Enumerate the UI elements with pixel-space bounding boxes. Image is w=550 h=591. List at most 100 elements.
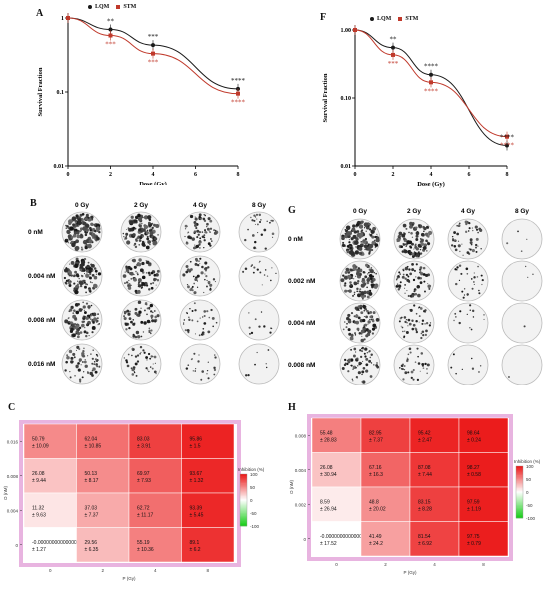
colony xyxy=(194,333,196,335)
colony xyxy=(137,314,140,317)
colony xyxy=(362,366,366,370)
colony xyxy=(479,365,482,367)
colorbar-segment xyxy=(516,466,523,468)
colony xyxy=(420,336,423,340)
colony xyxy=(275,272,277,275)
heatmap-cell xyxy=(458,417,509,453)
colorbar-tick-label: 50 xyxy=(250,485,256,490)
colony xyxy=(352,234,357,239)
y-tick-label: 0.1 xyxy=(57,90,65,96)
heatmap-cell xyxy=(311,521,362,557)
colony xyxy=(84,242,86,244)
colony xyxy=(213,373,216,376)
colony xyxy=(250,265,253,267)
colony xyxy=(198,231,202,234)
colorbar-segment xyxy=(516,486,523,489)
data-point-stm xyxy=(151,51,155,56)
colony xyxy=(75,284,80,289)
colony xyxy=(415,234,419,238)
colony xyxy=(85,213,89,217)
colony xyxy=(80,364,82,366)
colony xyxy=(74,263,79,269)
colony xyxy=(93,284,98,289)
colony xyxy=(404,266,409,271)
colorbar-segment xyxy=(240,506,247,509)
culture-dish xyxy=(501,344,543,385)
colony xyxy=(428,230,433,235)
colony xyxy=(360,329,365,334)
cell-error: ± 0.79 xyxy=(467,541,481,547)
colorbar-tick-label: 0 xyxy=(526,490,529,495)
colony xyxy=(452,239,454,242)
colonies xyxy=(184,213,219,250)
colony xyxy=(134,289,138,293)
colony xyxy=(455,372,457,375)
colony xyxy=(348,250,354,255)
colony xyxy=(357,280,360,283)
colony xyxy=(427,283,429,285)
colony xyxy=(131,368,135,372)
colony xyxy=(92,367,96,371)
colony xyxy=(456,269,458,271)
colony xyxy=(427,235,430,238)
colonies xyxy=(450,220,483,256)
colony xyxy=(66,354,69,357)
colony xyxy=(248,312,250,314)
colony xyxy=(145,367,148,370)
colorbar-segment xyxy=(516,475,523,477)
colony xyxy=(211,240,213,242)
colony xyxy=(341,367,345,370)
colony xyxy=(411,242,414,246)
y-tick-label: 0.008 xyxy=(295,433,307,438)
colony xyxy=(362,229,364,231)
colony xyxy=(475,228,479,231)
colony xyxy=(84,364,88,368)
colony xyxy=(150,286,154,290)
colony xyxy=(469,248,472,251)
colonies xyxy=(182,257,217,295)
colony xyxy=(357,316,361,320)
colony xyxy=(72,233,77,238)
colony xyxy=(427,241,429,243)
colony xyxy=(422,367,425,369)
colony xyxy=(69,270,71,272)
colony xyxy=(375,283,378,285)
colony xyxy=(424,232,429,237)
colony xyxy=(376,362,378,364)
colony xyxy=(190,268,193,271)
colony xyxy=(87,355,89,357)
colorbar-title: Inhibition (%) xyxy=(238,467,265,472)
colony xyxy=(203,246,205,249)
colony xyxy=(145,245,150,250)
colony xyxy=(140,351,142,353)
colony xyxy=(196,263,200,267)
cell-value: 87.08 xyxy=(418,465,431,471)
colony xyxy=(253,219,256,222)
colony xyxy=(201,331,205,334)
colony xyxy=(473,281,475,283)
colony xyxy=(361,335,363,337)
colony xyxy=(139,302,141,304)
colony xyxy=(184,329,187,332)
colony xyxy=(480,274,483,277)
colony xyxy=(359,307,363,310)
colony xyxy=(150,314,154,318)
cell-value: 50.13 xyxy=(85,471,98,477)
colorbar-segment xyxy=(240,493,247,496)
colony xyxy=(467,230,470,232)
colony xyxy=(198,213,202,217)
colony xyxy=(362,270,366,274)
colony xyxy=(194,244,196,246)
colony xyxy=(145,260,150,265)
colony xyxy=(343,284,347,287)
colony xyxy=(202,333,205,336)
colony xyxy=(150,310,153,313)
colony xyxy=(77,280,79,282)
colonies xyxy=(523,325,526,328)
colony xyxy=(461,290,464,293)
colony xyxy=(206,225,208,228)
colony xyxy=(137,273,139,276)
colony xyxy=(342,328,345,331)
colony xyxy=(397,288,400,291)
colony xyxy=(415,238,419,241)
